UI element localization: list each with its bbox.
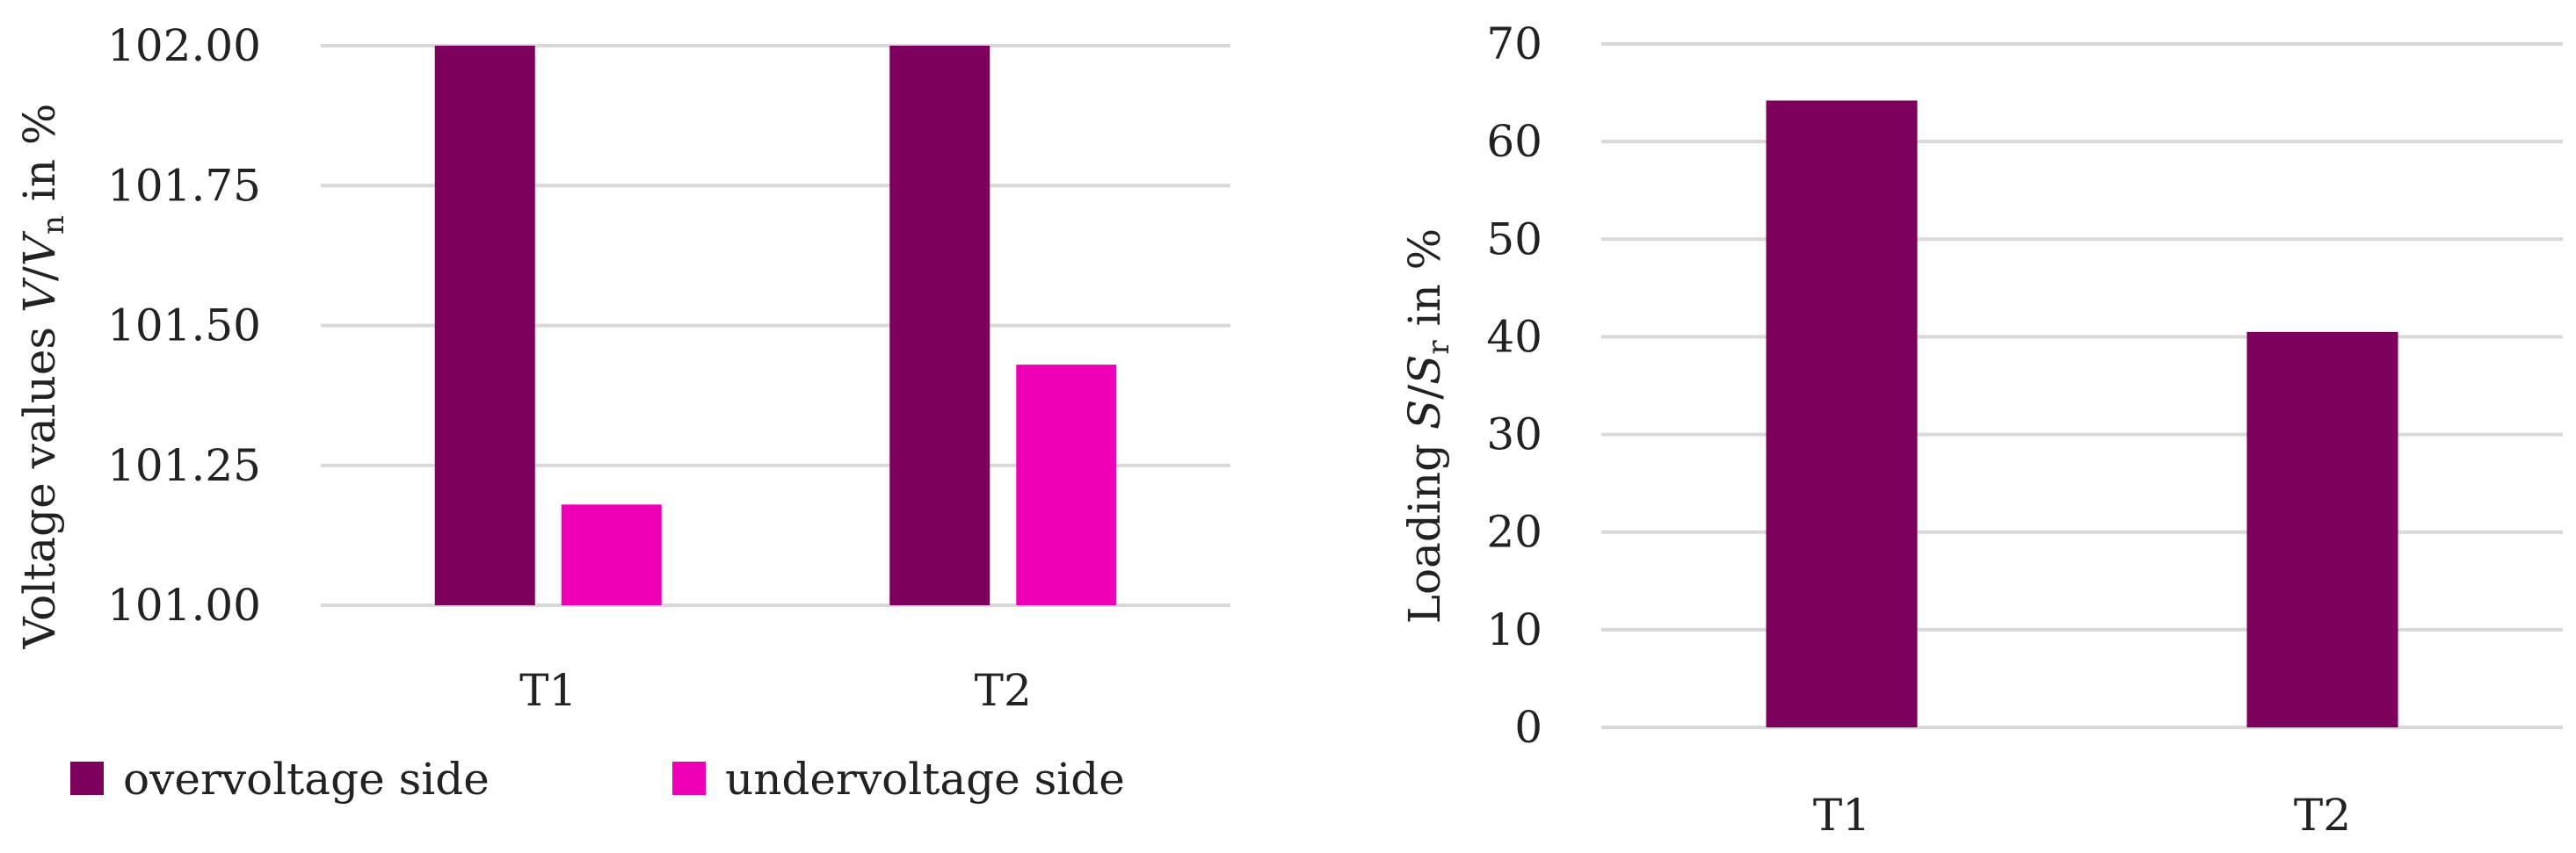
y-tick-label: 101.00	[107, 580, 261, 631]
voltage-y-axis-title: Voltage values V/Vn in %	[14, 104, 71, 650]
voltage-ylabel-slash: /	[14, 266, 65, 281]
voltage-y-ticks: 101.00 101.25 101.50 101.75 102.00	[107, 20, 261, 631]
y-tick-label: 10	[1486, 604, 1542, 655]
x-tick-label: T1	[519, 665, 577, 716]
bar-overvoltage-side-T1	[434, 46, 535, 605]
legend-label: undervoltage side	[725, 754, 1125, 805]
y-tick-label: 102.00	[107, 20, 261, 71]
loading-ylabel-prefix: Loading	[1399, 430, 1450, 624]
bar-loading-T1	[1766, 100, 1918, 727]
y-tick-label: 50	[1486, 213, 1542, 264]
loading-ylabel-sr: S	[1399, 355, 1450, 385]
loading-chart: 0 10 20 30 40 50 60 70 T1 T2 Loading S/Sr in %	[1399, 18, 2563, 841]
loading-ylabel-sub: r	[1421, 340, 1456, 355]
y-tick-label: 70	[1486, 18, 1542, 69]
y-tick-label: 40	[1486, 311, 1542, 362]
bar-overvoltage-side-T2	[889, 46, 990, 605]
voltage-ylabel-suffix: in %	[14, 104, 65, 216]
y-tick-label: 101.50	[107, 300, 261, 351]
voltage-legend: overvoltage side undervoltage side	[70, 754, 1125, 805]
voltage-ylabel-prefix: Voltage values	[14, 313, 65, 649]
loading-ylabel-suffix: in %	[1399, 228, 1450, 341]
bar-undervoltage-side-T2	[1016, 365, 1117, 605]
x-tick-label: T1	[1813, 790, 1870, 841]
voltage-bars	[434, 46, 1117, 605]
y-tick-label: 20	[1486, 507, 1542, 558]
y-tick-label: 101.75	[107, 160, 261, 211]
voltage-ylabel-sub: n	[36, 215, 71, 235]
voltage-chart: 101.00 101.25 101.50 101.75 102.00 T1 T2 Volt…	[14, 20, 1230, 805]
legend-label: overvoltage side	[123, 754, 490, 805]
voltage-ylabel-v: V	[14, 277, 65, 313]
x-tick-label: T2	[975, 665, 1032, 716]
x-tick-label: T2	[2294, 790, 2351, 841]
y-tick-label: 0	[1514, 702, 1542, 753]
loading-ylabel-s: S	[1399, 400, 1450, 430]
bar-undervoltage-side-T1	[561, 504, 662, 605]
legend-swatch	[70, 762, 104, 795]
loading-gridlines	[1601, 42, 2563, 729]
voltage-x-ticks: T1 T2	[519, 665, 1032, 716]
loading-ylabel-slash: /	[1399, 385, 1450, 400]
y-tick-label: 60	[1486, 116, 1542, 167]
voltage-ylabel-vn: V	[14, 230, 65, 266]
loading-bars	[1766, 100, 2398, 727]
loading-y-ticks: 0 10 20 30 40 50 60 70	[1486, 18, 1542, 753]
bar-loading-T2	[2246, 331, 2398, 727]
legend-swatch	[672, 762, 706, 795]
loading-x-ticks: T1 T2	[1813, 790, 2351, 841]
y-tick-label: 30	[1486, 409, 1542, 460]
y-tick-label: 101.25	[107, 440, 261, 491]
loading-y-axis-title: Loading S/Sr in %	[1399, 228, 1456, 624]
